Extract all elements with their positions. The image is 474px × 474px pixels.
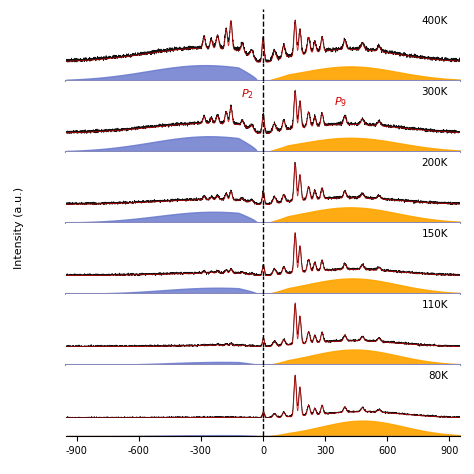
Text: $P_2$: $P_2$ xyxy=(241,87,254,101)
Text: 110K: 110K xyxy=(421,301,448,310)
Text: 150K: 150K xyxy=(421,229,448,239)
Text: $P_9$: $P_9$ xyxy=(334,96,347,109)
Text: 80K: 80K xyxy=(428,372,448,382)
Text: 400K: 400K xyxy=(421,16,448,26)
Text: 300K: 300K xyxy=(421,87,448,97)
Text: 200K: 200K xyxy=(421,158,448,168)
Text: Intensity (a.u.): Intensity (a.u.) xyxy=(14,186,24,269)
